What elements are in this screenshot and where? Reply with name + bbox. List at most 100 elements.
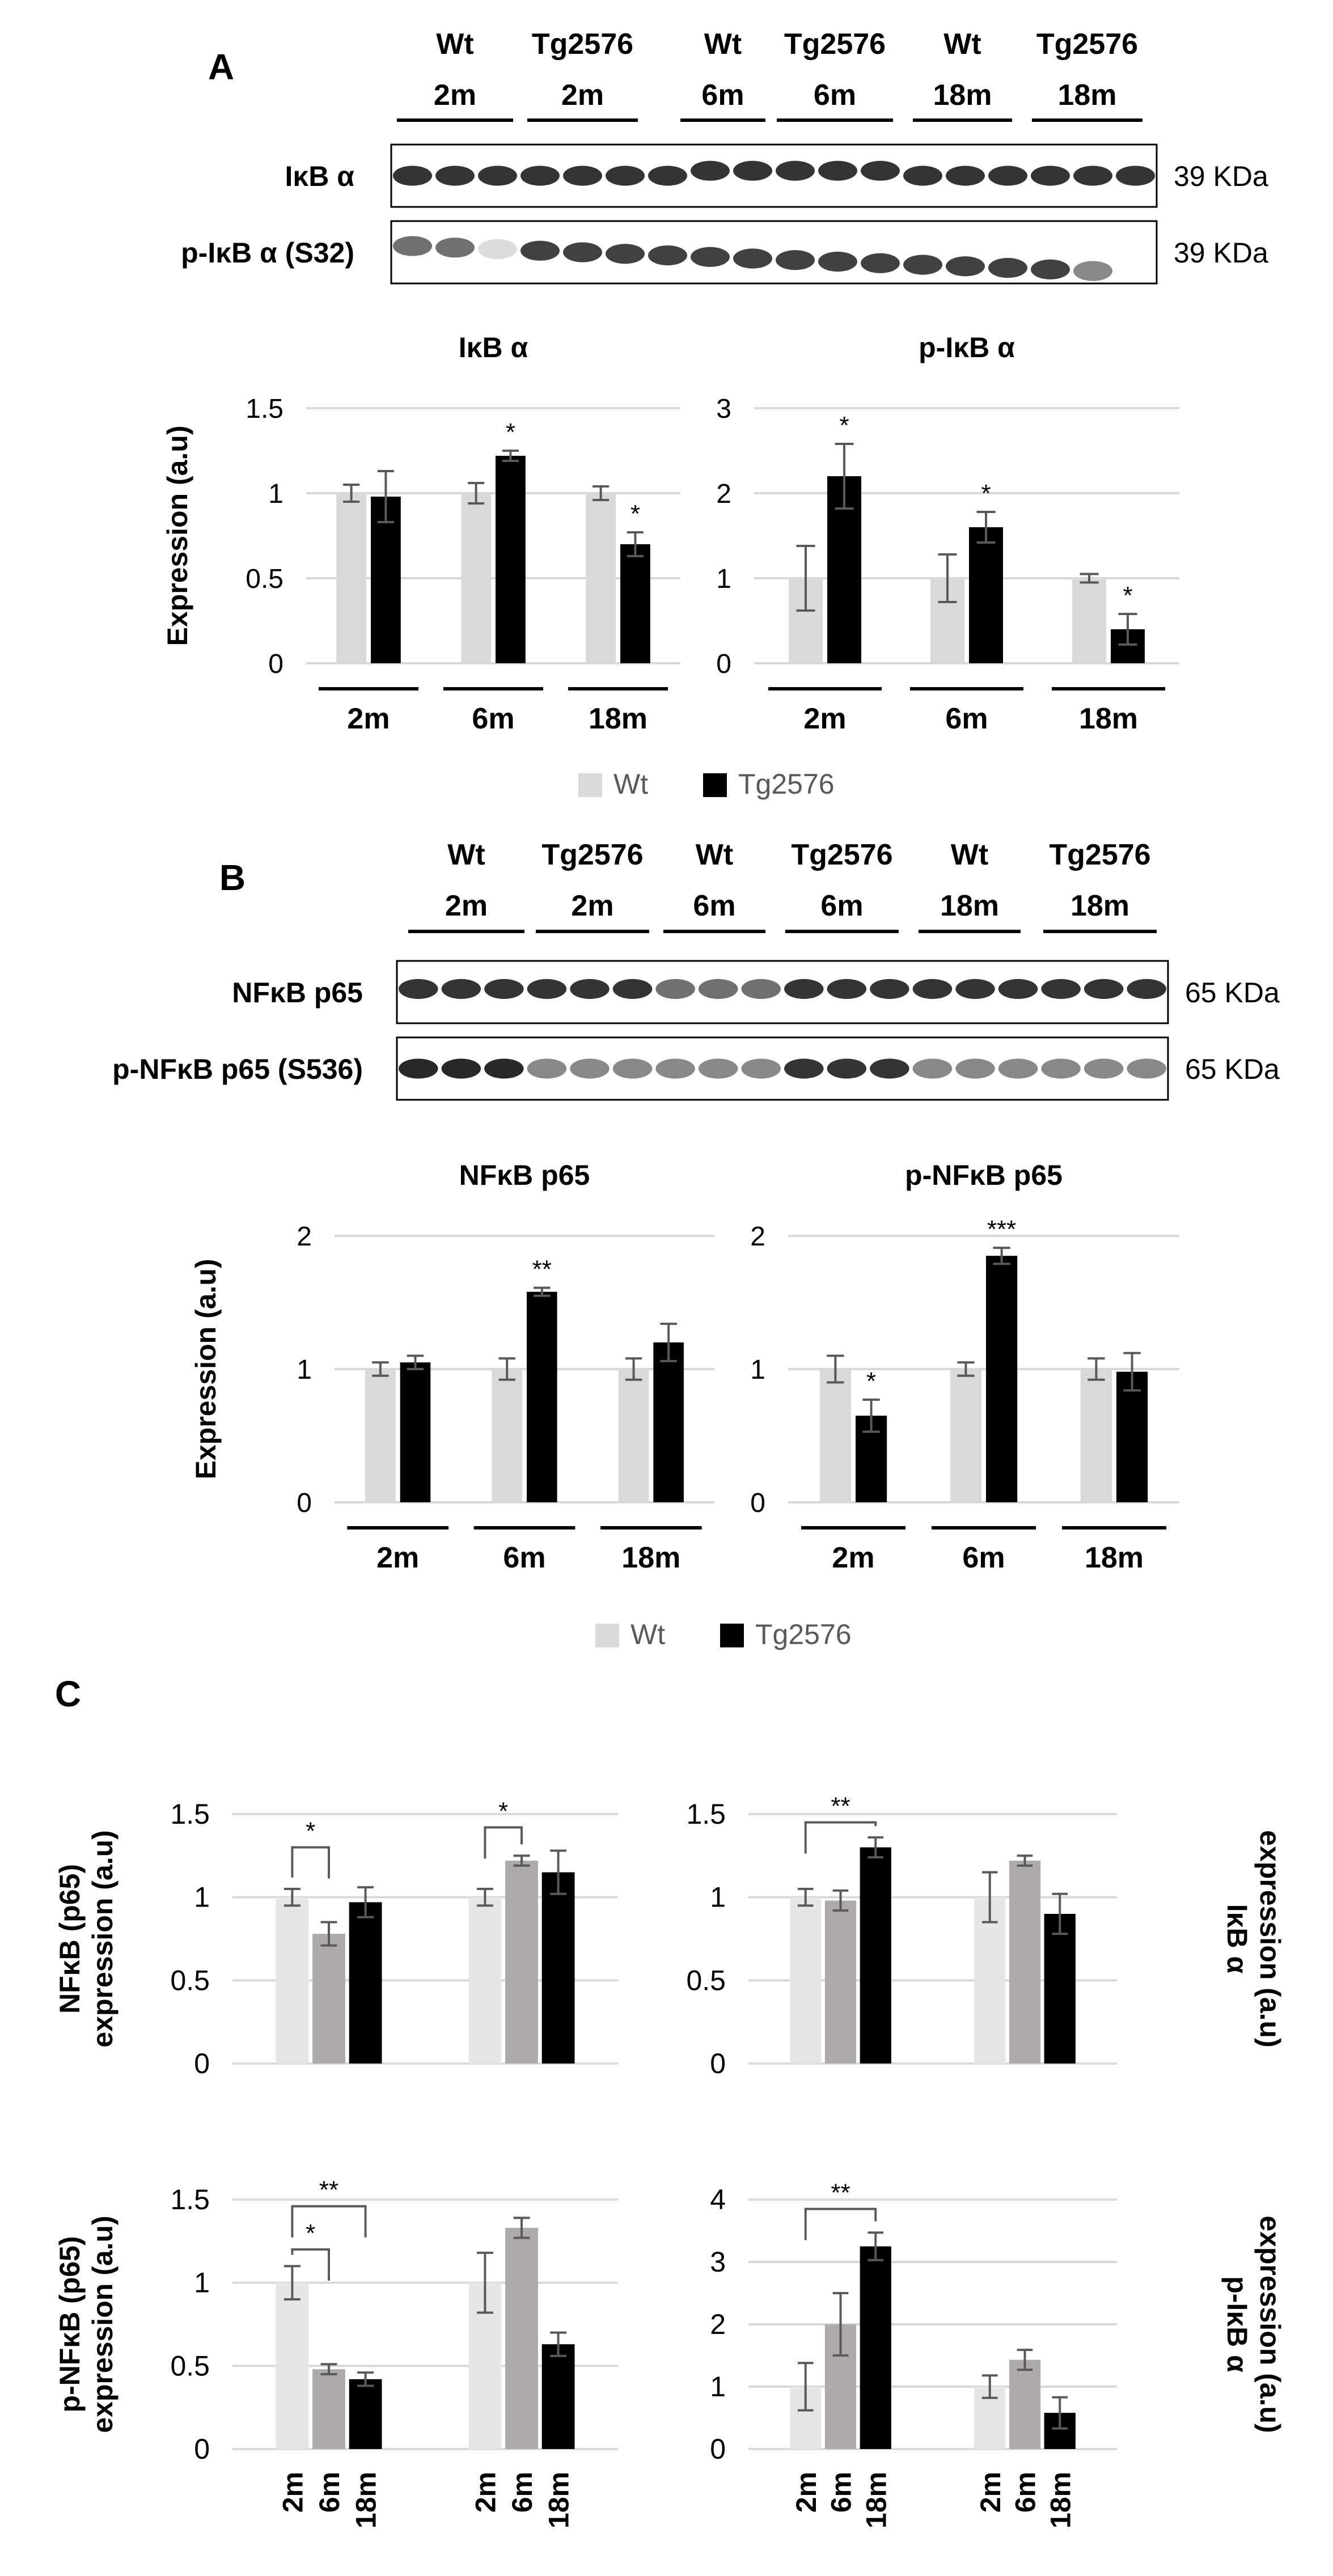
y-tick-label: 1.5 — [246, 394, 283, 424]
blot-band — [606, 244, 645, 264]
y-tick-label: 1.5 — [686, 1798, 726, 1830]
y-tick-label: 1 — [194, 1882, 210, 1913]
bar-18m — [1044, 1914, 1076, 2064]
bar-tg2576 — [371, 497, 401, 663]
blot-band — [478, 166, 517, 186]
y-axis-label: IκB α — [1221, 1904, 1253, 1974]
bar-tg2576 — [653, 1342, 684, 1502]
blot-band — [1041, 978, 1081, 999]
bar-2m — [276, 2282, 309, 2449]
bar-2m — [974, 1897, 1006, 2064]
bar-wt — [950, 1369, 981, 1502]
blot-band — [520, 166, 560, 186]
bar-tg2576 — [400, 1362, 431, 1502]
legend-label-tg2576: Tg2576 — [755, 1619, 852, 1650]
lane-name: Tg2576 — [1049, 838, 1150, 871]
blot-band — [393, 236, 432, 256]
lane-name: Wt — [943, 28, 981, 61]
bar-6m — [1009, 2359, 1041, 2449]
blot-band — [441, 978, 481, 999]
legend-swatch-wt — [595, 1624, 619, 1647]
panel-letter-B: B — [219, 857, 246, 898]
blot-band — [1031, 259, 1070, 279]
lane-name: Wt — [696, 838, 733, 871]
blot-band — [998, 978, 1038, 999]
legend-label-wt: Wt — [630, 1619, 665, 1650]
blot-band — [912, 978, 953, 999]
blot-band — [988, 257, 1027, 278]
blot-band — [570, 1058, 610, 1079]
blot-band — [903, 166, 942, 186]
blot-band — [827, 978, 867, 999]
blot-label: IκB α — [285, 160, 354, 192]
y-tick-label: 0 — [716, 649, 731, 679]
lane-name: Wt — [436, 28, 473, 61]
lane-age: 18m — [1057, 79, 1116, 112]
blot-band — [435, 166, 475, 186]
y-tick-label: 0.5 — [246, 564, 283, 594]
y-tick-label: 0 — [710, 2433, 726, 2465]
blot-band — [870, 978, 909, 999]
blot-label: NFκB p65 — [232, 977, 363, 1009]
blot-band — [698, 978, 738, 999]
significance-bracket — [291, 2248, 330, 2281]
y-axis-label: p-IκB α — [1221, 2276, 1253, 2372]
lane-age: 6m — [693, 889, 735, 922]
bar-18m — [541, 1872, 575, 2064]
blot-band — [478, 239, 517, 260]
bar-wt — [819, 1369, 851, 1502]
bar-6m — [505, 2227, 538, 2449]
blot-band — [1073, 166, 1112, 186]
blot-band — [1116, 166, 1155, 186]
blot-band — [520, 240, 560, 261]
x-age-label: 2m — [277, 2472, 308, 2513]
blot-band — [1127, 978, 1166, 999]
bar-wt — [461, 493, 491, 663]
blot-band — [955, 978, 995, 999]
blot-band — [606, 166, 645, 186]
blot-strip — [390, 220, 1158, 285]
significance-bracket — [291, 1846, 330, 1879]
y-tick-label: 2 — [297, 1222, 312, 1252]
blot-band — [784, 978, 824, 999]
y-tick-label: 0 — [194, 2048, 210, 2079]
x-tick-label: 18m — [589, 702, 648, 735]
blot-band — [563, 242, 602, 262]
y-axis-label: expression (a.u) — [87, 1830, 119, 2047]
blot-kda: 65 KDa — [1185, 1053, 1280, 1085]
bar-wt — [492, 1369, 522, 1502]
x-age-label: 2m — [975, 2472, 1006, 2513]
significance-mark: * — [306, 1817, 315, 1845]
blot-band — [612, 978, 653, 999]
significance-mark: ** — [319, 2176, 338, 2204]
blot-band — [399, 1058, 438, 1079]
blot-band — [484, 978, 524, 999]
significance-mark: ** — [831, 1793, 850, 1820]
blot-band — [988, 166, 1027, 186]
blot-band — [527, 978, 567, 999]
significance-mark: * — [306, 2219, 315, 2247]
blot-band — [776, 160, 815, 181]
bar-tg2576 — [969, 527, 1003, 663]
x-tick-label: 2m — [803, 702, 846, 735]
blot-band — [691, 247, 730, 267]
significance-bracket — [804, 2208, 877, 2240]
significance-bracket — [804, 1821, 877, 1854]
blot-label: p-IκB α (S32) — [181, 237, 354, 269]
bar-wt — [1072, 578, 1106, 663]
bar-tg2576 — [986, 1256, 1018, 1502]
y-axis-label: Expression (a.u) — [190, 1259, 222, 1480]
blot-band — [1127, 1058, 1166, 1079]
blot-band — [776, 250, 815, 270]
lane-name: Tg2576 — [791, 838, 892, 871]
x-age-label: 18m — [1044, 2472, 1076, 2528]
bar-tg2576 — [496, 456, 526, 663]
blot-band — [912, 1058, 953, 1079]
y-tick-label: 0.5 — [170, 2350, 210, 2382]
x-age-label: 18m — [350, 2472, 382, 2528]
significance-mark: * — [981, 480, 991, 507]
significance-mark: * — [498, 1797, 508, 1825]
blot-band — [527, 1058, 567, 1079]
y-axis-label: expression (a.u) — [87, 2215, 119, 2433]
